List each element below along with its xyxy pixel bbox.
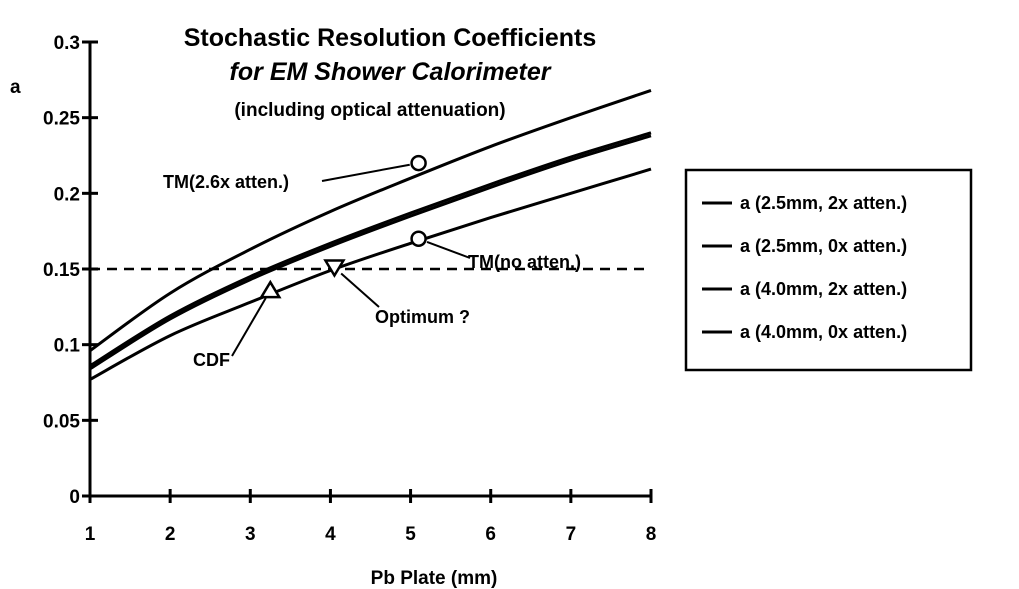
- chart-title: Stochastic Resolution Coefficients: [184, 24, 597, 52]
- marker-triangle-up: [261, 282, 279, 297]
- x-tick-label: 4: [325, 524, 336, 545]
- marker-circle: [412, 232, 426, 246]
- x-tick-label: 6: [485, 524, 496, 545]
- legend: a (2.5mm, 2x atten.) a (2.5mm, 0x atten.)…: [686, 170, 971, 370]
- annotation-leader: [341, 273, 379, 307]
- series-line: [90, 133, 651, 366]
- annotation-leader: [427, 242, 470, 258]
- y-tick-label: 0.3: [54, 33, 80, 54]
- y-tick-label: 0.2: [54, 184, 80, 205]
- x-tick-label: 8: [646, 524, 657, 545]
- y-tick-label: 0.05: [43, 411, 80, 432]
- series-line: [90, 90, 651, 350]
- series-line: [90, 169, 651, 379]
- chart-subtitle: for EM Shower Calorimeter: [230, 58, 552, 86]
- annotation-label: CDF: [193, 350, 230, 370]
- legend-label: a (4.0mm, 2x atten.): [740, 279, 907, 299]
- x-axis-label: Pb Plate (mm): [371, 568, 498, 589]
- x-tick-label: 1: [85, 524, 96, 545]
- annotation-leader: [322, 165, 410, 181]
- annotation-label: TM(2.6x atten.): [163, 172, 289, 192]
- annotation-label: Optimum ?: [375, 307, 470, 327]
- x-tick-label: 3: [245, 524, 256, 545]
- y-tick-label: 0.1: [54, 336, 81, 357]
- legend-label: a (4.0mm, 0x atten.): [740, 322, 907, 342]
- x-tick-label: 5: [405, 524, 416, 545]
- chart-note: (including optical attenuation): [234, 100, 505, 121]
- annotation-label: TM(no atten.): [468, 252, 581, 272]
- y-tick-label: 0.15: [43, 260, 80, 281]
- y-tick-label: 0: [69, 487, 80, 508]
- y-axis-label: a: [10, 77, 21, 98]
- chart-titles: Stochastic Resolution Coefficients for E…: [184, 24, 597, 121]
- legend-label: a (2.5mm, 2x atten.): [740, 193, 907, 213]
- legend-label: a (2.5mm, 0x atten.): [740, 236, 907, 256]
- y-tick-label: 0.25: [43, 109, 80, 130]
- series-lines: [90, 90, 651, 379]
- x-tick-label: 2: [165, 524, 176, 545]
- x-tick-label: 7: [566, 524, 577, 545]
- marker-circle: [412, 156, 426, 170]
